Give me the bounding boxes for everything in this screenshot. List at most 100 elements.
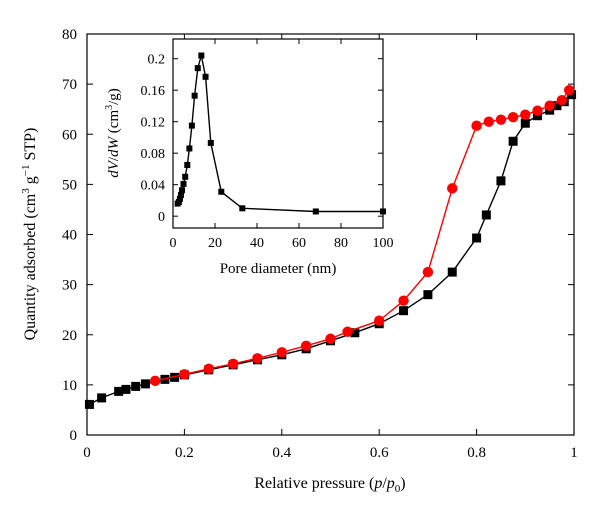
main-series-1-point xyxy=(495,114,507,125)
inset-x-tick-label: 100 xyxy=(373,236,394,251)
inset-series-0-point xyxy=(380,208,386,215)
main-series-1-point xyxy=(507,112,519,123)
inset-series-0-point xyxy=(198,52,205,59)
inset-series-0-point xyxy=(179,187,186,194)
main-x-tick-label: 0.6 xyxy=(370,445,389,461)
main-series-0-point xyxy=(97,393,107,403)
main-x-tick-label: 0.4 xyxy=(272,445,291,461)
main-series-1-point xyxy=(422,266,434,278)
main-series-0-point xyxy=(508,136,518,146)
main-series-0-point xyxy=(114,386,124,396)
main-series-0-point xyxy=(399,306,409,316)
inset-y-axis-title: dV/dW (cm3/g) xyxy=(104,88,122,178)
main-x-tick-label: 1 xyxy=(570,445,578,461)
main-y-tick-label: 0 xyxy=(70,428,78,444)
inset-series-0-point xyxy=(188,122,195,129)
main-series-1-point xyxy=(342,326,353,337)
main-series-1-point xyxy=(276,347,287,358)
main-x-axis-title: Relative pressure (p/p0) xyxy=(254,475,405,495)
inset-x-axis: 0 20 40 60 80 100 xyxy=(170,39,394,251)
main-series-1-point xyxy=(227,358,239,370)
main-series-1-line xyxy=(155,89,570,382)
main-series-0-point xyxy=(423,290,433,300)
main-series-1-point xyxy=(300,340,312,351)
inset-series-0-point xyxy=(191,92,198,99)
main-series-0-point xyxy=(447,267,457,277)
inset-series-0-point xyxy=(312,208,319,215)
main-series-0-point xyxy=(131,381,141,391)
main-y-tick-label: 70 xyxy=(62,77,77,93)
main-series-1-point xyxy=(556,94,568,106)
main-series-1-point xyxy=(532,105,543,116)
main-y-axis: 0 10 20 30 40 50 60 70 80 xyxy=(62,27,574,444)
inset-y-tick-label: 0.04 xyxy=(141,179,166,194)
inset-plot: 0 20 40 60 80 100 0 0.04 0.08 0.12 0.16 0.2 Pore d… xyxy=(104,38,394,277)
inset-plot-background xyxy=(173,39,383,228)
main-series-1-point xyxy=(325,333,336,344)
main-series-1-point xyxy=(203,363,214,375)
main-series-1-point xyxy=(179,369,190,380)
inset-series-0-point xyxy=(239,205,246,212)
inset-y-tick-label: 0.12 xyxy=(141,116,166,131)
inset-x-tick-label: 20 xyxy=(208,236,222,251)
inset-y-axis: 0 0.04 0.08 0.12 0.16 0.2 xyxy=(141,53,383,225)
main-series-0-point xyxy=(121,384,131,394)
main-series-0-point xyxy=(496,176,506,186)
inset-y-tick-label: 0 xyxy=(158,210,165,225)
inset-series-layer xyxy=(174,52,386,215)
main-series-1-point xyxy=(252,353,263,364)
main-y-tick-label: 20 xyxy=(62,328,77,344)
main-series-0-point xyxy=(552,101,562,111)
main-x-tick-label: 0 xyxy=(83,445,91,461)
inset-series-0-point xyxy=(177,191,184,198)
main-series-layer xyxy=(84,84,577,409)
inset-x-tick-label: 60 xyxy=(292,236,306,251)
main-series-0-point xyxy=(84,399,94,409)
inset-series-0-point xyxy=(207,139,214,146)
main-series-1-point xyxy=(520,109,531,120)
main-series-1-point xyxy=(374,315,385,326)
inset-series-0-point xyxy=(176,195,183,202)
main-series-1-point xyxy=(471,120,482,131)
main-series-0-point xyxy=(481,210,491,220)
main-series-0-point xyxy=(140,379,150,389)
inset-x-tick-label: 40 xyxy=(250,236,264,251)
main-y-tick-label: 10 xyxy=(62,378,77,394)
main-y-tick-label: 80 xyxy=(62,27,77,43)
inset-y-tick-label: 0.08 xyxy=(141,147,166,162)
inset-x-axis-title: Pore diameter (nm) xyxy=(220,261,337,277)
main-series-0-point xyxy=(170,372,180,382)
main-series-0-point xyxy=(350,328,360,338)
main-plot: 0 0.2 0.4 0.6 0.8 1 0 10 20 30 40 50 60 70 80 Relativ… xyxy=(20,27,578,495)
main-series-1-point xyxy=(447,183,458,194)
inset-series-0-point xyxy=(218,188,225,195)
main-y-tick-label: 60 xyxy=(62,127,77,143)
main-series-0-point xyxy=(472,233,482,243)
main-y-tick-label: 30 xyxy=(62,278,77,294)
main-series-1-point xyxy=(149,375,161,387)
inset-series-0-point xyxy=(202,73,209,80)
inset-x-tick-label: 80 xyxy=(334,236,348,251)
main-y-axis-title: Quantity adsorbed (cm3 g−1 STP) xyxy=(20,128,39,341)
main-y-tick-label: 50 xyxy=(62,177,77,193)
main-y-tick-label: 40 xyxy=(62,228,77,244)
main-series-0-point xyxy=(520,118,530,128)
main-series-1-point xyxy=(483,116,494,127)
inset-series-0-point xyxy=(182,173,189,180)
inset-series-0-point xyxy=(194,65,201,72)
main-x-tick-label: 0.2 xyxy=(175,445,194,461)
inset-plot-frame xyxy=(172,38,384,229)
inset-x-tick-label: 0 xyxy=(170,236,177,251)
inset-series-0-point xyxy=(184,162,191,168)
main-x-axis: 0 0.2 0.4 0.6 0.8 1 xyxy=(83,34,578,461)
inset-y-tick-label: 0.2 xyxy=(148,53,166,68)
main-x-tick-label: 0.8 xyxy=(467,445,486,461)
inset-series-0-point xyxy=(175,199,182,206)
main-series-1-point xyxy=(398,295,409,306)
inset-y-tick-label: 0.16 xyxy=(141,84,166,99)
inset-series-0-point xyxy=(180,180,187,187)
main-series-1-point xyxy=(544,100,555,111)
inset-series-0-point xyxy=(186,145,193,152)
main-series-1-point xyxy=(563,84,575,96)
